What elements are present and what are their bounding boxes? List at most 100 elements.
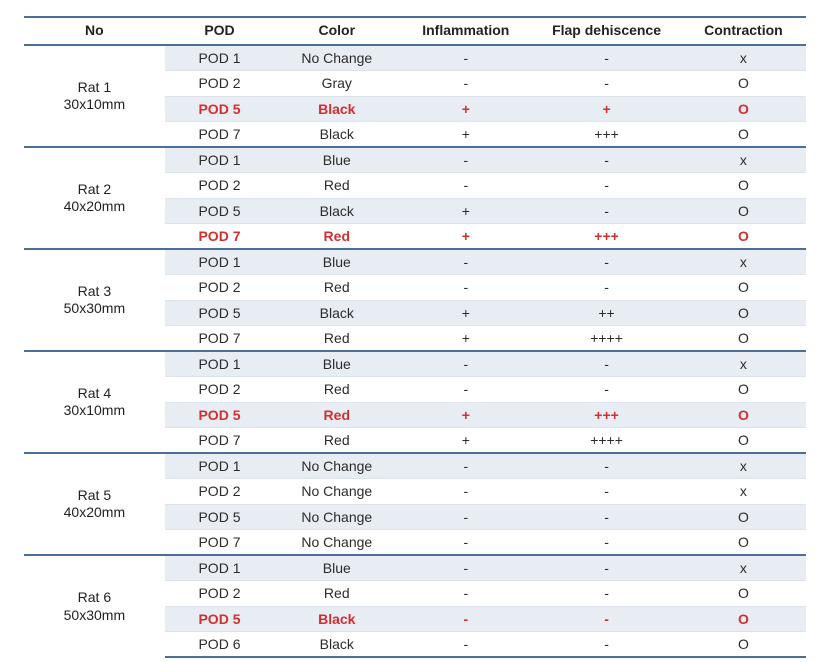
cell-flap: - [532, 453, 681, 479]
cell-inflammation: - [399, 45, 532, 71]
cell-pod: POD 7 [165, 326, 274, 352]
cell-inflammation: - [399, 173, 532, 199]
cell-pod: POD 1 [165, 453, 274, 479]
group-label: Rat 130x10mm [24, 45, 165, 147]
cell-flap: ++++ [532, 326, 681, 352]
group-label-name: Rat 2 [30, 181, 159, 199]
cell-contraction: O [681, 122, 806, 148]
cell-pod: POD 1 [165, 351, 274, 377]
table-row: Rat 350x30mmPOD 1Blue--x [24, 249, 806, 275]
cell-pod: POD 7 [165, 224, 274, 250]
cell-pod: POD 5 [165, 402, 274, 428]
cell-contraction: O [681, 377, 806, 403]
cell-color: Red [274, 275, 399, 301]
group-label: Rat 540x20mm [24, 453, 165, 555]
cell-color: Red [274, 224, 399, 250]
cell-color: Black [274, 122, 399, 148]
cell-color: Black [274, 606, 399, 632]
cell-contraction: O [681, 581, 806, 607]
group-label-name: Rat 1 [30, 79, 159, 97]
col-flap: Flap dehiscence [532, 17, 681, 45]
cell-flap: - [532, 581, 681, 607]
cell-pod: POD 5 [165, 96, 274, 122]
group-label-dim: 30x10mm [30, 96, 159, 114]
cell-color: Blue [274, 147, 399, 173]
cell-color: Black [274, 198, 399, 224]
cell-flap: - [532, 351, 681, 377]
cell-flap: +++ [532, 224, 681, 250]
cell-flap: - [532, 147, 681, 173]
cell-color: Black [274, 300, 399, 326]
cell-flap: - [532, 555, 681, 581]
cell-color: No Change [274, 504, 399, 530]
cell-flap: - [532, 377, 681, 403]
col-no: No [24, 17, 165, 45]
cell-flap: - [532, 606, 681, 632]
cell-color: Black [274, 632, 399, 658]
table-row: Rat 240x20mmPOD 1Blue--x [24, 147, 806, 173]
cell-color: Blue [274, 555, 399, 581]
group-label-name: Rat 6 [30, 589, 159, 607]
group-label: Rat 240x20mm [24, 147, 165, 249]
cell-color: Red [274, 581, 399, 607]
cell-inflammation: - [399, 377, 532, 403]
cell-inflammation: - [399, 632, 532, 658]
cell-contraction: O [681, 326, 806, 352]
cell-flap: +++ [532, 402, 681, 428]
group-label-name: Rat 3 [30, 283, 159, 301]
group-label-dim: 50x30mm [30, 607, 159, 625]
table-row: Rat 130x10mmPOD 1No Change--x [24, 45, 806, 71]
cell-contraction: x [681, 479, 806, 505]
cell-inflammation: + [399, 402, 532, 428]
col-pod: POD [165, 17, 274, 45]
cell-pod: POD 1 [165, 249, 274, 275]
cell-inflammation: - [399, 581, 532, 607]
group-label-dim: 40x20mm [30, 504, 159, 522]
cell-inflammation: - [399, 275, 532, 301]
cell-flap: - [532, 249, 681, 275]
cell-flap: - [532, 504, 681, 530]
cell-flap: - [532, 45, 681, 71]
group-label-dim: 40x20mm [30, 198, 159, 216]
cell-inflammation: - [399, 147, 532, 173]
cell-color: Blue [274, 351, 399, 377]
group-label-dim: 30x10mm [30, 402, 159, 420]
cell-color: Red [274, 428, 399, 454]
cell-color: No Change [274, 453, 399, 479]
cell-inflammation: + [399, 300, 532, 326]
cell-inflammation: - [399, 479, 532, 505]
cell-contraction: O [681, 606, 806, 632]
cell-pod: POD 1 [165, 555, 274, 581]
cell-contraction: O [681, 428, 806, 454]
cell-contraction: x [681, 453, 806, 479]
group-label: Rat 350x30mm [24, 249, 165, 351]
cell-pod: POD 2 [165, 71, 274, 97]
cell-pod: POD 5 [165, 300, 274, 326]
cell-flap: - [532, 275, 681, 301]
cell-inflammation: + [399, 122, 532, 148]
cell-inflammation: - [399, 530, 532, 556]
cell-inflammation: + [399, 224, 532, 250]
group-label-name: Rat 4 [30, 385, 159, 403]
cell-pod: POD 2 [165, 173, 274, 199]
cell-flap: - [532, 479, 681, 505]
data-table: No POD Color Inflammation Flap dehiscenc… [24, 16, 806, 658]
cell-inflammation: + [399, 96, 532, 122]
cell-contraction: O [681, 96, 806, 122]
cell-inflammation: - [399, 453, 532, 479]
cell-contraction: x [681, 351, 806, 377]
cell-contraction: O [681, 402, 806, 428]
table-row: Rat 540x20mmPOD 1No Change--x [24, 453, 806, 479]
cell-pod: POD 7 [165, 530, 274, 556]
cell-contraction: O [681, 275, 806, 301]
cell-flap: - [532, 71, 681, 97]
cell-contraction: x [681, 555, 806, 581]
cell-pod: POD 2 [165, 581, 274, 607]
cell-color: No Change [274, 45, 399, 71]
cell-inflammation: + [399, 428, 532, 454]
cell-flap: - [532, 530, 681, 556]
cell-flap: + [532, 96, 681, 122]
cell-pod: POD 5 [165, 606, 274, 632]
cell-contraction: x [681, 147, 806, 173]
cell-inflammation: + [399, 326, 532, 352]
